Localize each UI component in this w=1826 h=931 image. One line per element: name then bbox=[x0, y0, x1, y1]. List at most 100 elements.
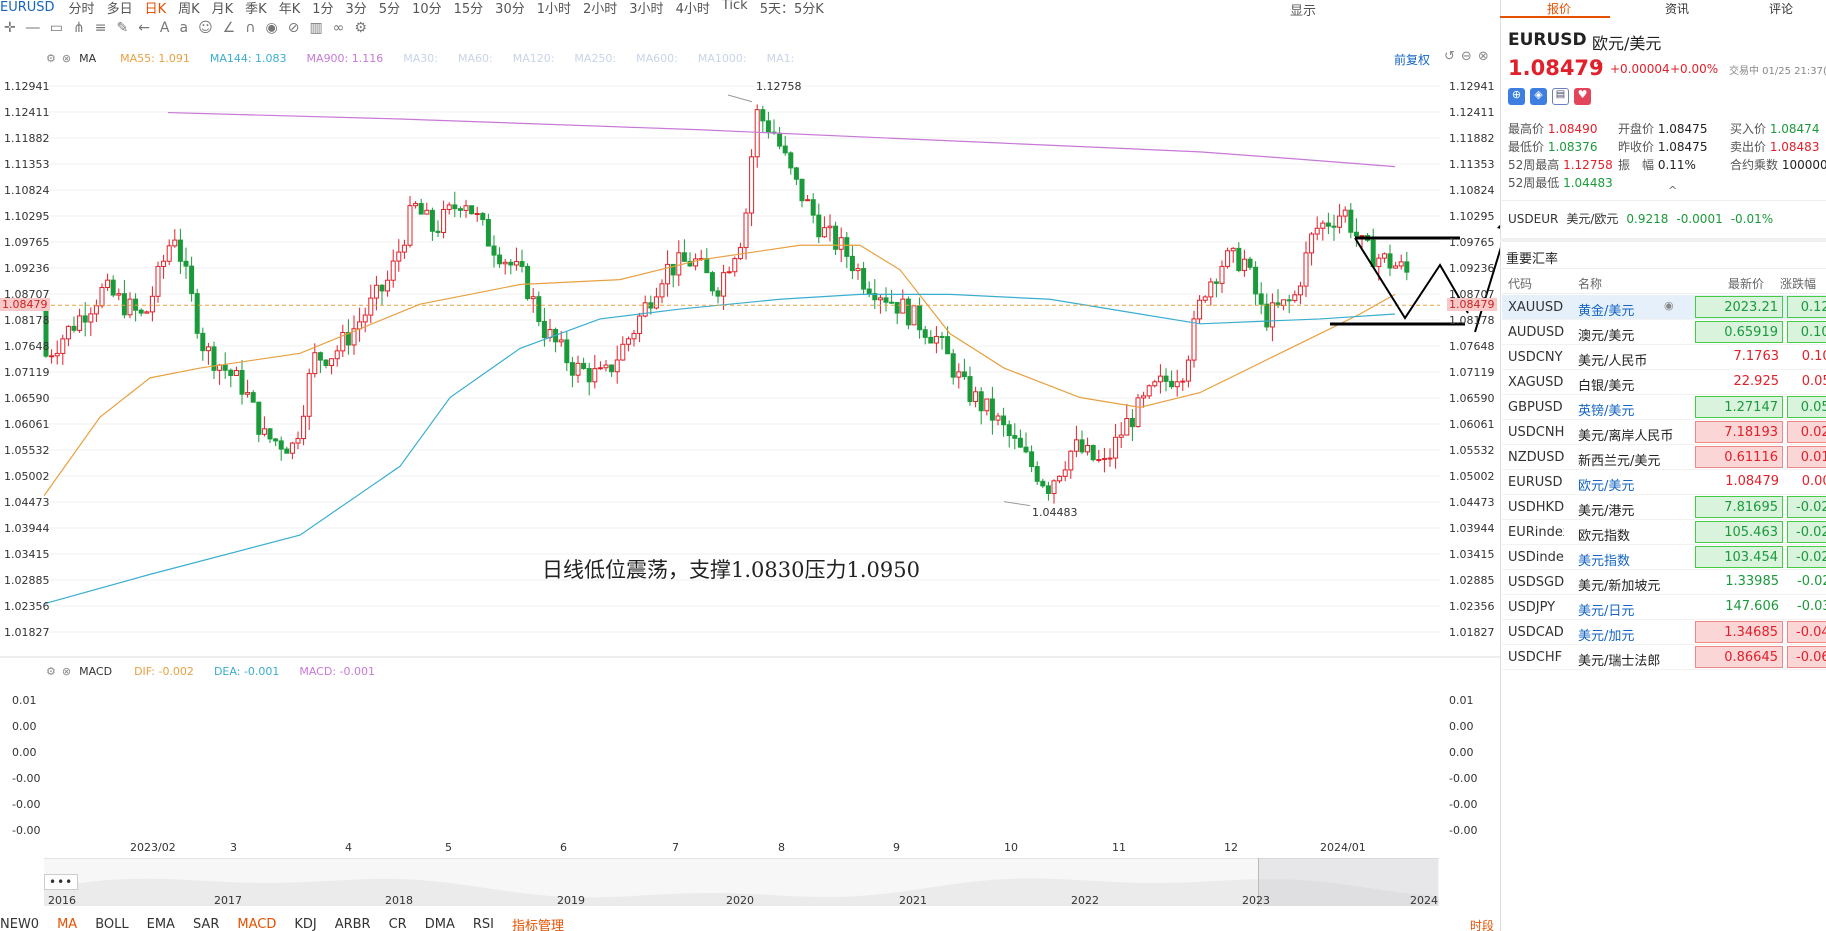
panel-tab[interactable]: 评论 bbox=[1768, 2, 1793, 16]
macd-label[interactable]: MACD bbox=[79, 665, 113, 678]
period-tab[interactable]: 月K bbox=[211, 1, 234, 17]
rate-row[interactable]: XAGUSD 白银/美元 22.925 0.05% bbox=[1502, 370, 1826, 395]
period-tab[interactable]: 5天：5分K bbox=[759, 1, 824, 17]
period-tab[interactable]: 15分 bbox=[453, 1, 484, 17]
gear-icon[interactable]: ⚙ bbox=[354, 20, 377, 36]
emoji-icon[interactable]: ☺ bbox=[198, 20, 223, 36]
line-icon[interactable]: ― bbox=[25, 20, 50, 36]
settings-icon[interactable]: ⚙ bbox=[46, 52, 56, 65]
eye-icon[interactable]: ◉ bbox=[265, 20, 288, 36]
arrow-icon[interactable]: ← bbox=[138, 20, 160, 36]
ma-inactive[interactable]: MA250: bbox=[574, 52, 617, 65]
indicator-tab[interactable]: BOLL bbox=[95, 917, 129, 931]
rate-row[interactable]: USDHKD 美元/港元 7.81695-0.02% bbox=[1502, 495, 1826, 520]
candlestick-chart[interactable] bbox=[0, 60, 1500, 660]
rate-row[interactable]: USDindex 美元指数 103.454-0.02% bbox=[1502, 545, 1826, 570]
indicator-tab[interactable]: EMA bbox=[146, 917, 175, 931]
panel-tab[interactable]: 资讯 bbox=[1664, 2, 1689, 16]
fork-icon[interactable]: ⋔ bbox=[72, 20, 95, 36]
period-tab[interactable]: 1分 bbox=[312, 1, 334, 17]
rate-row[interactable]: USDSGD 美元/新加坡元 1.33985 -0.02% bbox=[1502, 570, 1826, 595]
rect-icon[interactable]: ▭ bbox=[49, 20, 73, 36]
ma-inactive[interactable]: MA1: bbox=[766, 52, 795, 65]
period-tab[interactable]: 10分 bbox=[412, 1, 442, 17]
rate-name[interactable]: 美元/离岸人民币 bbox=[1578, 429, 1674, 444]
reset-icon[interactable]: ↺ bbox=[1444, 49, 1461, 64]
expand-toggle-icon[interactable]: ^ bbox=[1668, 184, 1678, 197]
link-icon[interactable]: ∞ bbox=[332, 20, 355, 36]
indicator-tab[interactable]: ARBR bbox=[334, 917, 371, 931]
period-tab[interactable]: 周K bbox=[178, 1, 200, 17]
period-tab[interactable]: Tick bbox=[721, 0, 748, 13]
indicator-tab[interactable]: RSI bbox=[472, 917, 494, 931]
rate-name[interactable]: 美元/港元 bbox=[1578, 504, 1635, 519]
rate-name[interactable]: 新西兰元/美元 bbox=[1578, 454, 1661, 469]
rate-row[interactable]: USDJPY 美元/日元 147.606 -0.03% bbox=[1502, 595, 1826, 620]
indicator-tab[interactable]: 指标管理 bbox=[511, 919, 564, 931]
period-tab[interactable]: 3小时 bbox=[629, 1, 664, 17]
crosshair-icon[interactable]: ✛ bbox=[4, 20, 26, 36]
period-tab[interactable]: 30分 bbox=[495, 1, 525, 17]
close-chart-icon[interactable]: ⊗ bbox=[1477, 49, 1495, 64]
period-tab[interactable]: 分时 bbox=[68, 1, 95, 17]
zoom-out-icon[interactable]: ⊖ bbox=[1460, 49, 1478, 64]
rate-row[interactable]: XAUUSD 黄金/美元 ◉ 2023.210.12% bbox=[1502, 295, 1826, 320]
related-quote[interactable]: USDEUR 美元/欧元 0.9218 -0.0001 -0.01% bbox=[1508, 210, 1773, 227]
rate-name[interactable]: 美元指数 bbox=[1578, 554, 1631, 569]
period-tab[interactable]: 季K bbox=[245, 1, 267, 17]
rate-name[interactable]: 黄金/美元 bbox=[1578, 304, 1635, 319]
macd-settings-icon[interactable]: ⚙ bbox=[46, 665, 56, 678]
indicator-tab[interactable]: KDJ bbox=[294, 917, 317, 931]
zigzag-path[interactable] bbox=[1354, 237, 1469, 320]
rates-header-price[interactable]: 最新价 bbox=[1728, 277, 1765, 291]
period-tab[interactable]: 多日 bbox=[106, 1, 133, 17]
rate-row[interactable]: USDCAD 美元/加元 1.34685-0.04% bbox=[1502, 620, 1826, 645]
indicator-tab[interactable]: DMA bbox=[424, 917, 455, 931]
timeslot-button[interactable]: 时段 bbox=[1470, 919, 1495, 931]
rate-name[interactable]: 美元/瑞士法郎 bbox=[1578, 654, 1661, 669]
rate-name[interactable]: 美元/新加坡元 bbox=[1578, 579, 1661, 594]
rates-header-pct[interactable]: 涨跌幅 bbox=[1780, 277, 1817, 291]
period-tab[interactable]: 日K bbox=[144, 1, 167, 17]
rate-name[interactable]: 英镑/美元 bbox=[1578, 404, 1635, 419]
rate-row[interactable]: EURUSD 欧元/美元 1.08479 0.00% bbox=[1502, 470, 1826, 495]
indicator-tab[interactable]: NEW0 bbox=[0, 917, 40, 931]
macd-close-icon[interactable]: ⊗ bbox=[61, 665, 72, 678]
rate-row[interactable]: EURindex 欧元指数 105.463-0.02% bbox=[1502, 520, 1826, 545]
navigator-window[interactable] bbox=[1258, 858, 1438, 906]
ma-inactive[interactable]: MA600: bbox=[636, 52, 678, 65]
doc-icon[interactable]: ▤ bbox=[1552, 88, 1569, 105]
ma-inactive[interactable]: MA120: bbox=[512, 52, 555, 65]
period-tab[interactable]: 1小时 bbox=[536, 1, 571, 17]
ma-label[interactable]: MA bbox=[79, 52, 97, 65]
rate-name[interactable]: 美元/加元 bbox=[1578, 629, 1635, 644]
navigator-menu-icon[interactable]: ••• bbox=[44, 874, 79, 890]
indicator-tab[interactable]: SAR bbox=[192, 917, 220, 931]
favorite-icon[interactable]: ♥ bbox=[1574, 88, 1591, 105]
symbol-label[interactable]: EURUSD bbox=[0, 0, 55, 15]
ruler-icon[interactable]: ∠ bbox=[222, 20, 246, 36]
period-tab[interactable]: 5分 bbox=[378, 1, 401, 17]
target-icon[interactable]: ◉ bbox=[1664, 299, 1674, 312]
period-tab[interactable]: 3分 bbox=[345, 1, 367, 17]
rate-name[interactable]: 欧元/美元 bbox=[1578, 479, 1635, 494]
period-tab[interactable]: 2小时 bbox=[583, 1, 618, 17]
ma-inactive[interactable]: MA60: bbox=[457, 52, 493, 65]
trash-icon[interactable]: ▥ bbox=[309, 20, 333, 36]
rate-name[interactable]: 白银/美元 bbox=[1578, 379, 1635, 394]
globe-icon[interactable]: ⊕ bbox=[1508, 88, 1525, 105]
brush-icon[interactable]: ✎ bbox=[116, 20, 139, 36]
drawn-trendlines[interactable] bbox=[1330, 216, 1500, 333]
close-icon[interactable]: ⊗ bbox=[61, 52, 72, 65]
rate-name[interactable]: 美元/人民币 bbox=[1578, 354, 1648, 369]
breakout-arrow[interactable] bbox=[1474, 218, 1500, 333]
list-icon[interactable]: ≡ bbox=[94, 20, 117, 36]
magnet-icon[interactable]: ∩ bbox=[245, 20, 266, 36]
ma-inactive[interactable]: MA30: bbox=[403, 52, 438, 65]
indicator-tab[interactable]: CR bbox=[388, 917, 407, 931]
ma-inactive[interactable]: MA1000: bbox=[697, 52, 747, 65]
lock-icon[interactable]: ⊘ bbox=[287, 20, 310, 36]
